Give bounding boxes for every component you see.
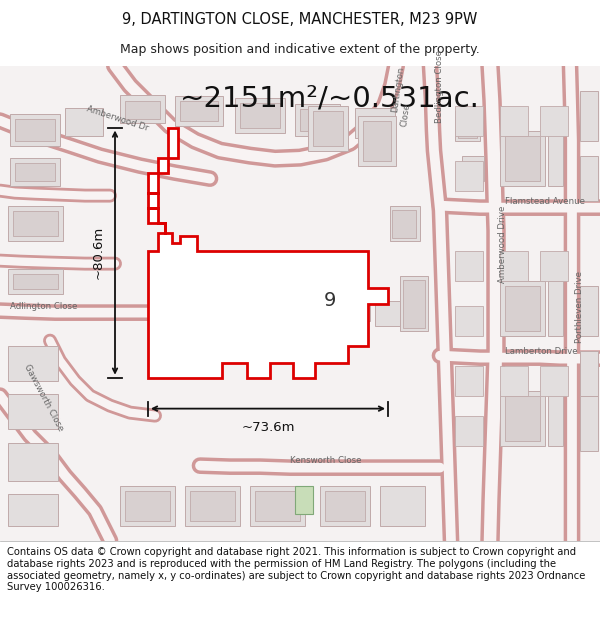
Polygon shape (540, 106, 568, 136)
Polygon shape (255, 491, 300, 521)
Bar (295, 486, 313, 514)
Polygon shape (580, 286, 598, 336)
Polygon shape (455, 111, 480, 141)
Polygon shape (540, 366, 568, 396)
Text: Lamberton Drive: Lamberton Drive (505, 347, 578, 356)
Polygon shape (390, 206, 420, 241)
Polygon shape (455, 161, 483, 191)
Polygon shape (350, 301, 370, 321)
Text: Adlington Close: Adlington Close (10, 302, 77, 311)
Polygon shape (548, 281, 563, 336)
Text: Amberwood Drive: Amberwood Drive (498, 205, 507, 282)
Polygon shape (505, 286, 540, 331)
Polygon shape (455, 251, 483, 281)
Text: Contains OS data © Crown copyright and database right 2021. This information is : Contains OS data © Crown copyright and d… (7, 548, 586, 592)
Polygon shape (8, 442, 58, 481)
Polygon shape (120, 94, 165, 122)
Polygon shape (180, 101, 218, 121)
Polygon shape (500, 391, 545, 446)
Polygon shape (505, 396, 540, 441)
Text: 9: 9 (324, 291, 336, 310)
Text: ~80.6m: ~80.6m (92, 226, 105, 279)
Polygon shape (540, 251, 568, 281)
Text: ~2151m²/~0.531ac.: ~2151m²/~0.531ac. (180, 84, 480, 112)
Polygon shape (175, 96, 223, 126)
Polygon shape (548, 391, 563, 446)
Polygon shape (8, 346, 58, 381)
Polygon shape (125, 101, 160, 119)
Polygon shape (13, 211, 58, 236)
Polygon shape (325, 491, 365, 521)
Polygon shape (392, 209, 416, 238)
Polygon shape (8, 394, 58, 429)
Text: Porthleven Drive: Porthleven Drive (575, 271, 584, 342)
Polygon shape (548, 131, 563, 186)
Polygon shape (400, 276, 428, 331)
Polygon shape (295, 104, 340, 136)
Polygon shape (125, 491, 170, 521)
Polygon shape (10, 158, 60, 186)
Polygon shape (185, 486, 240, 526)
Polygon shape (500, 281, 545, 336)
Polygon shape (505, 136, 540, 181)
Polygon shape (380, 486, 425, 526)
Polygon shape (190, 491, 235, 521)
Polygon shape (500, 131, 545, 186)
Text: ~73.6m: ~73.6m (241, 421, 295, 434)
Polygon shape (580, 396, 598, 451)
Polygon shape (8, 269, 63, 294)
Polygon shape (308, 106, 348, 151)
Text: Gawsworth Close: Gawsworth Close (22, 362, 65, 432)
Polygon shape (10, 114, 60, 146)
Polygon shape (375, 301, 400, 326)
Polygon shape (15, 162, 55, 181)
Polygon shape (120, 486, 175, 526)
Polygon shape (250, 486, 305, 526)
Polygon shape (235, 98, 285, 132)
Polygon shape (65, 107, 103, 136)
Polygon shape (355, 107, 395, 138)
Polygon shape (320, 486, 370, 526)
Polygon shape (455, 366, 483, 396)
Text: Kensworth Close: Kensworth Close (290, 456, 361, 464)
Text: Bedlington Close: Bedlington Close (435, 49, 444, 122)
Polygon shape (455, 416, 483, 446)
Polygon shape (580, 91, 598, 141)
Polygon shape (358, 116, 396, 166)
Polygon shape (500, 106, 528, 136)
Polygon shape (148, 127, 388, 378)
Text: Amberwood Dr: Amberwood Dr (85, 104, 149, 132)
Polygon shape (462, 156, 484, 181)
Polygon shape (580, 351, 598, 396)
Polygon shape (363, 121, 391, 161)
Polygon shape (455, 306, 483, 336)
Polygon shape (240, 102, 280, 127)
Text: Flamstead Avenue: Flamstead Avenue (505, 197, 585, 206)
Polygon shape (13, 274, 58, 289)
Polygon shape (500, 251, 528, 281)
Polygon shape (313, 111, 343, 146)
Polygon shape (580, 156, 598, 201)
Polygon shape (15, 119, 55, 141)
Polygon shape (455, 106, 483, 136)
Text: Map shows position and indicative extent of the property.: Map shows position and indicative extent… (120, 42, 480, 56)
Polygon shape (500, 366, 528, 396)
Polygon shape (8, 494, 58, 526)
Text: Dartington: Dartington (390, 66, 406, 112)
Polygon shape (458, 114, 477, 138)
Polygon shape (300, 109, 335, 131)
Polygon shape (8, 206, 63, 241)
Polygon shape (403, 279, 425, 328)
Text: 9, DARTINGTON CLOSE, MANCHESTER, M23 9PW: 9, DARTINGTON CLOSE, MANCHESTER, M23 9PW (122, 12, 478, 27)
Text: Close: Close (400, 103, 412, 127)
